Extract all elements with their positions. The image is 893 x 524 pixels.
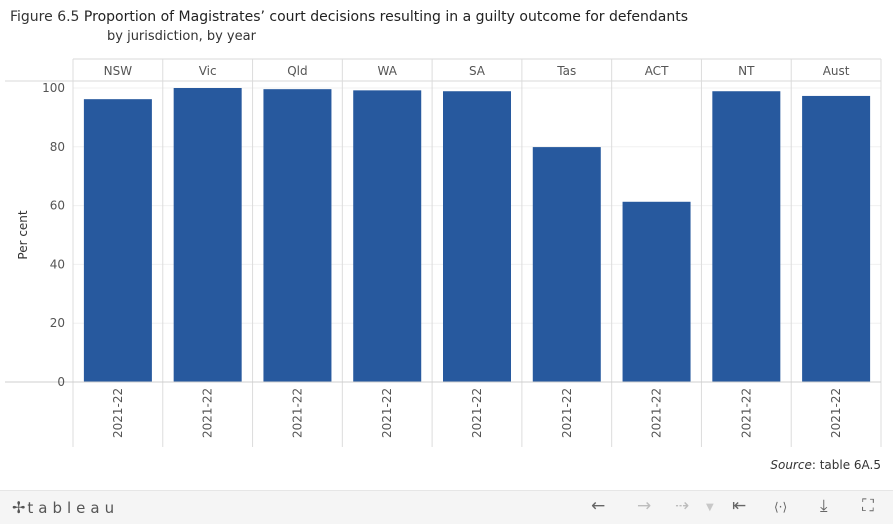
bar [173,88,242,382]
download-icon[interactable]: ⤓ [820,496,828,516]
chart-subtitle: by jurisdiction, by year [107,29,256,44]
redo-icon[interactable]: → [637,496,652,516]
tableau-logo-text: tableau [27,499,120,517]
category-label: Tas [556,64,576,78]
y-tick-label: 40 [50,257,65,271]
source-label: Source [770,458,812,472]
bar-chart: NSW 2021-22 Vic 2021-22 Qld 2021-22 WA 2021-22 S… [5,58,882,447]
year-label: 2021-22 [380,388,394,438]
bar [622,201,691,382]
bar [353,90,422,383]
category-label: Vic [199,64,217,78]
year-label: 2021-22 [470,388,484,438]
tableau-toolbar: ✢ tableau ← → ⇢ ▼ ⇤ ⟨·⟩ ⤓ ⛶ [0,490,893,524]
category-label: Aust [823,64,850,78]
category-label: WA [378,64,398,78]
bar [802,95,871,383]
revert-icon[interactable]: ⇢ [675,496,690,516]
y-tick-label: 80 [50,140,65,154]
figure-title-text: Proportion of Magistrates’ court decisio… [83,9,689,25]
chart-title-block: Figure 6.5 Proportion of Magistrates’ co… [10,9,688,44]
share-icon[interactable]: ⟨·⟩ [774,500,788,514]
y-axis-title: Per cent [16,210,30,260]
year-label: 2021-22 [650,388,664,438]
y-tick-label: 100 [42,81,65,95]
year-label: 2021-22 [201,388,215,438]
year-label: 2021-22 [290,388,304,438]
category-label: ACT [645,64,669,78]
reset-icon[interactable]: ⇤ [732,496,747,516]
category-label: Qld [287,64,307,78]
category-label: NT [738,64,755,78]
undo-icon[interactable]: ← [591,496,606,516]
year-label: 2021-22 [829,388,843,438]
source-note: Source: table 6A.5 [770,458,881,472]
category-label: SA [469,64,486,78]
source-text: : table 6A.5 [811,458,881,472]
figure-number: Figure 6.5 [10,9,84,25]
revert-dropdown-icon[interactable]: ▼ [706,502,714,513]
y-tick-label: 60 [50,199,65,213]
year-label: 2021-22 [560,388,574,438]
bar [83,99,152,382]
bar [443,91,511,382]
bar [263,89,332,383]
y-tick-label: 0 [57,375,65,389]
chart-title: Figure 6.5 Proportion of Magistrates’ co… [10,9,688,25]
bar [532,147,601,382]
tableau-logo[interactable]: ✢ tableau [12,498,119,517]
category-label: NSW [104,64,133,78]
tableau-logo-icon: ✢ [12,498,26,517]
bar [712,91,781,382]
year-label: 2021-22 [111,388,125,438]
year-label: 2021-22 [739,388,753,438]
fullscreen-icon[interactable]: ⛶ [862,496,874,516]
y-tick-label: 20 [50,316,65,330]
